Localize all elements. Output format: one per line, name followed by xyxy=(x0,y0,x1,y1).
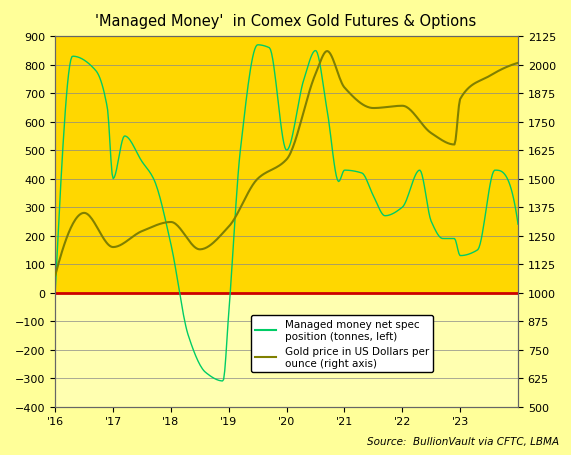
Bar xyxy=(55,293,518,407)
Bar xyxy=(55,37,518,293)
Text: 'Managed Money'  in Comex Gold Futures & Options: 'Managed Money' in Comex Gold Futures & … xyxy=(95,14,476,29)
Legend: Managed money net spec
position (tonnes, left), Gold price in US Dollars per
oun: Managed money net spec position (tonnes,… xyxy=(251,315,433,372)
Text: Source:  BullionVault via CFTC, LBMA: Source: BullionVault via CFTC, LBMA xyxy=(368,436,560,446)
